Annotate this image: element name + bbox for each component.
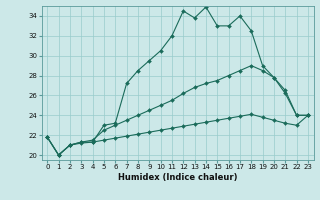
- X-axis label: Humidex (Indice chaleur): Humidex (Indice chaleur): [118, 173, 237, 182]
